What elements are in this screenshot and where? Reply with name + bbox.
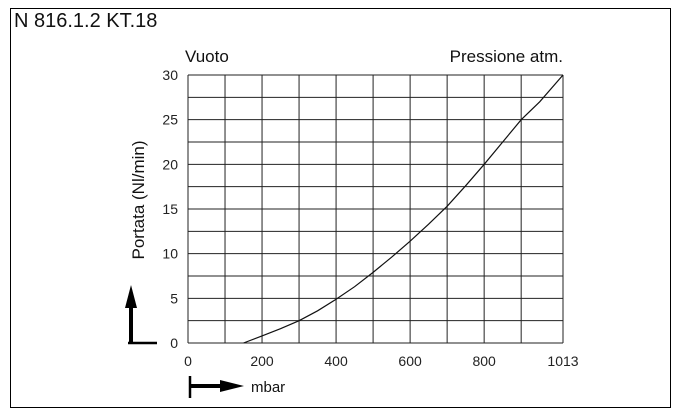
grid	[187, 74, 564, 344]
y-tick-label: 10	[162, 246, 178, 262]
y-tick-label: 25	[162, 112, 178, 128]
y-tick-label: 0	[170, 335, 178, 351]
y-tick-label: 5	[170, 290, 178, 306]
x-tick-label: 400	[324, 353, 348, 369]
x-tick-label: 600	[398, 353, 422, 369]
y-tick-label: 20	[162, 156, 178, 172]
y-tick-label: 30	[162, 67, 178, 83]
flow-curve	[243, 74, 564, 344]
x-tick-label: 800	[472, 353, 496, 369]
up-arrow-icon	[125, 285, 157, 345]
chart-svg: 0 5 10 15 20 25 30 0 200 400 600 800 1013 Vuoto Pre…	[125, 47, 579, 398]
y-tick-label: 15	[162, 201, 178, 217]
y-axis-label: Portata (Nl/min)	[129, 140, 148, 259]
chart-title: N 816.1.2 KT.18	[14, 10, 158, 32]
x-axis-label: mbar	[251, 379, 285, 396]
x-axis-ticks: 0 200 400 600 800 1013	[184, 353, 579, 369]
y-axis-ticks: 0 5 10 15 20 25 30	[162, 67, 178, 351]
x-tick-label: 1013	[547, 353, 578, 369]
label-vuoto: Vuoto	[185, 47, 229, 66]
x-tick-label: 200	[250, 353, 274, 369]
right-arrow-icon	[188, 376, 244, 398]
label-pressione-atm: Pressione atm.	[450, 47, 563, 66]
x-tick-label: 0	[184, 353, 192, 369]
